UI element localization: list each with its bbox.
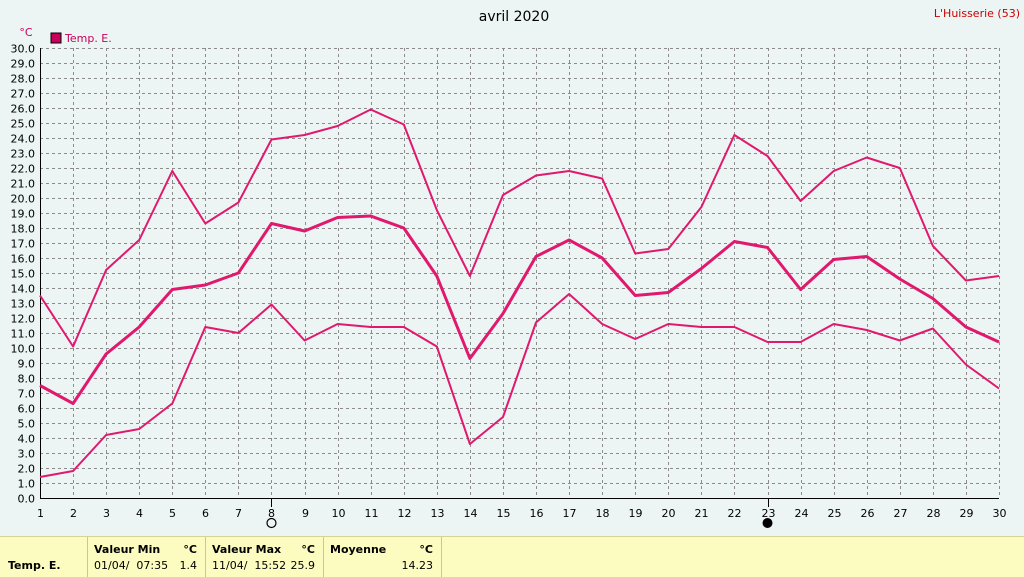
x-tick-label: 20 [662, 507, 676, 520]
full-moon-icon [762, 518, 773, 528]
x-tick-label: 9 [302, 507, 309, 520]
x-tick-label: 15 [497, 507, 511, 520]
footer-max-cell: Valeur Max °C 11/04/ 15:52 25.9 [206, 537, 324, 577]
x-tick-label: 29 [960, 507, 974, 520]
x-tick-label: 8 [268, 507, 275, 520]
x-tick-label: 26 [861, 507, 875, 520]
y-tick-label: 27.0 [11, 88, 36, 101]
y-unit-label: °C [19, 26, 33, 39]
x-tick-label: 30 [993, 507, 1007, 520]
y-tick-label: 26.0 [11, 103, 36, 116]
y-tick-label: 28.0 [11, 73, 36, 86]
y-tick-label: 8.0 [18, 373, 36, 386]
y-tick-label: 0.0 [18, 493, 36, 506]
max-unit: °C [301, 543, 315, 556]
x-tick-label: 7 [235, 507, 242, 520]
y-tick-label: 17.0 [11, 238, 36, 251]
avg-header: Moyenne [330, 543, 387, 556]
x-tick-label: 1 [37, 507, 44, 520]
x-tick-label: 24 [795, 507, 809, 520]
x-tick-label: 23 [762, 507, 776, 520]
y-tick-label: 13.0 [11, 298, 36, 311]
min-unit: °C [183, 543, 197, 556]
legend-label: Temp. E. [64, 32, 112, 45]
series-line-3 [39, 293, 1000, 478]
x-tick-label: 4 [136, 507, 143, 520]
x-tick-label: 2 [70, 507, 77, 520]
axes: 0.01.02.03.04.05.06.07.08.09.010.011.012… [11, 43, 1007, 521]
stats-footer: Temp. E. Valeur Min °C 01/04/ 07:35 1.4 … [0, 536, 1024, 577]
y-tick-label: 6.0 [18, 403, 36, 416]
new-moon-icon [266, 517, 277, 529]
min-value: 1.4 [179, 559, 198, 572]
y-tick-label: 16.0 [11, 253, 36, 266]
series-lines [39, 108, 1000, 478]
footer-row-label-cell: Temp. E. [0, 537, 88, 577]
min-header: Valeur Min [94, 543, 161, 556]
x-tick-label: 18 [596, 507, 610, 520]
avg-unit: °C [419, 543, 433, 556]
y-tick-label: 29.0 [11, 58, 36, 71]
footer-min-cell: Valeur Min °C 01/04/ 07:35 1.4 [88, 537, 206, 577]
y-tick-label: 30.0 [11, 43, 36, 56]
x-tick-label: 14 [464, 507, 478, 520]
x-tick-label: 12 [398, 507, 412, 520]
avg-value: 14.23 [401, 559, 434, 572]
x-tick-label: 28 [927, 507, 941, 520]
y-tick-label: 22.0 [11, 163, 36, 176]
y-tick-label: 21.0 [11, 178, 36, 191]
y-tick-label: 15.0 [11, 268, 36, 281]
x-tick-label: 5 [169, 507, 176, 520]
x-tick-label: 16 [530, 507, 544, 520]
y-tick-label: 23.0 [11, 148, 36, 161]
temperature-chart: avril 2020 L'Huisserie (53) °C Temp. E. … [11, 7, 1020, 529]
chart-title: avril 2020 [479, 9, 549, 25]
y-tick-label: 7.0 [18, 388, 36, 401]
y-tick-label: 1.0 [18, 478, 36, 491]
x-tick-label: 25 [828, 507, 842, 520]
series-line-2 [39, 214, 1000, 405]
x-tick-label: 3 [103, 507, 110, 520]
y-tick-label: 3.0 [18, 448, 36, 461]
y-tick-label: 18.0 [11, 223, 36, 236]
location-label: L'Huisserie (53) [934, 7, 1020, 20]
legend-swatch [50, 32, 62, 44]
x-tick-label: 6 [202, 507, 209, 520]
y-tick-label: 14.0 [11, 283, 36, 296]
x-tick-label: 19 [629, 507, 643, 520]
y-tick-label: 19.0 [11, 208, 36, 221]
y-tick-label: 10.0 [11, 343, 36, 356]
y-tick-label: 9.0 [18, 358, 36, 371]
y-tick-label: 11.0 [11, 328, 36, 341]
max-value: 25.9 [290, 559, 316, 572]
chart-area: avril 2020 L'Huisserie (53) °C Temp. E. … [11, 7, 1020, 529]
x-tick-label: 21 [695, 507, 709, 520]
y-tick-label: 4.0 [18, 433, 36, 446]
footer-avg-cell: Moyenne °C 14.23 [324, 537, 442, 577]
x-tick-label: 27 [894, 507, 908, 520]
x-tick-label: 22 [728, 507, 742, 520]
min-date: 01/04/ 07:35 [94, 559, 169, 572]
y-tick-label: 2.0 [18, 463, 36, 476]
x-tick-label: 17 [563, 507, 577, 520]
footer-row-label: Temp. E. [8, 559, 61, 572]
max-date: 11/04/ 15:52 [212, 559, 287, 572]
grid [40, 48, 1000, 498]
x-tick-label: 10 [332, 507, 346, 520]
moon-markers [266, 498, 773, 529]
x-tick-label: 11 [365, 507, 379, 520]
y-tick-label: 5.0 [18, 418, 36, 431]
y-tick-label: 24.0 [11, 133, 36, 146]
max-header: Valeur Max [212, 543, 282, 556]
y-tick-label: 20.0 [11, 193, 36, 206]
series-line-1 [39, 108, 1000, 348]
y-tick-label: 25.0 [11, 118, 36, 131]
y-tick-label: 12.0 [11, 313, 36, 326]
x-tick-label: 13 [431, 507, 445, 520]
